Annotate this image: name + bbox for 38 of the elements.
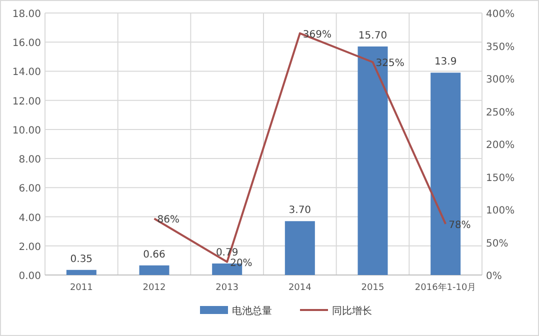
data-label: 0.66 [143, 249, 166, 260]
y-tick-label: 6.00 [18, 184, 41, 195]
y-tick-label: 16.00 [12, 38, 41, 50]
legend-label: 同比增长 [332, 305, 372, 317]
y2-tick-label: 0% [486, 271, 502, 282]
y2-tick-label: 400% [486, 9, 515, 20]
bar [139, 265, 170, 275]
y2-tick-label: 250% [486, 107, 515, 118]
y-tick-label: 10.00 [12, 125, 41, 136]
y-tick-label: 8.00 [18, 154, 41, 166]
y2-tick-label: 150% [486, 172, 515, 184]
y-tick-label: 2.00 [18, 242, 41, 253]
x-tick-label: 2011 [70, 283, 93, 293]
y2-tick-label: 100% [486, 206, 515, 216]
data-label: 13.9 [434, 56, 457, 68]
bar [284, 221, 315, 275]
x-tick-label: 2015 [361, 283, 384, 293]
y-tick-label: 0.00 [18, 271, 41, 282]
y2-tick-label: 300% [486, 74, 515, 86]
data-label: 86% [157, 214, 180, 226]
bar [66, 270, 96, 275]
x-tick-label: 2016年1-10月 [414, 282, 476, 293]
y-tick-label: 18.00 [12, 9, 41, 20]
data-label: 20% [230, 258, 252, 269]
x-tick-label: 2012 [142, 283, 166, 293]
x-tick-label: 2014 [288, 283, 312, 293]
y2-tick-label: 200% [486, 140, 515, 151]
y2-tick-label: 350% [486, 42, 515, 53]
data-label: 3.70 [288, 205, 312, 216]
y-tick-label: 4.00 [18, 212, 41, 224]
y2-tick-label: 50% [486, 238, 508, 250]
legend-label: 电池总量 [232, 305, 272, 317]
data-label: 369% [302, 29, 332, 40]
y-tick-label: 14.00 [12, 67, 41, 78]
data-label: 15.70 [358, 30, 388, 42]
y-tick-label: 12.00 [12, 96, 41, 108]
x-tick-label: 2013 [216, 283, 239, 293]
data-label: 0.35 [70, 254, 93, 265]
